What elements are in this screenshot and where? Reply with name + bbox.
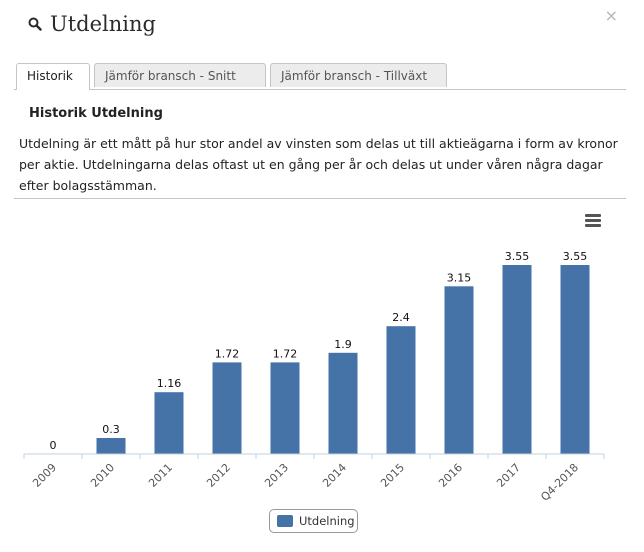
divider <box>14 198 626 199</box>
search-icon <box>28 17 42 31</box>
dialog-title-text: Utdelning <box>50 12 156 36</box>
data-label-2012: 1.72 <box>215 347 240 360</box>
section-description: Utdelning är ett mått på hur stor andel … <box>19 136 618 193</box>
bar-2017 <box>502 265 532 454</box>
legend-item-utdelning[interactable]: Utdelning <box>269 509 358 533</box>
bar-2015 <box>386 326 416 454</box>
close-icon[interactable]: × <box>604 6 618 25</box>
x-tick-label-2009: 2009 <box>30 461 59 490</box>
data-label-2017: 3.55 <box>505 250 530 263</box>
dialog-title: Utdelning <box>28 12 156 36</box>
tab-jamfor-snitt[interactable]: Jämför bransch - Snitt <box>94 63 266 87</box>
x-tick-label-2013: 2013 <box>262 461 291 490</box>
bar-2012 <box>212 362 242 454</box>
bar-chart: 0 0.3 1.16 1.72 1.72 1.9 2.4 3.15 3.55 3.55 2009 2… <box>23 250 605 504</box>
data-label-2011: 1.16 <box>157 377 182 390</box>
bar-2011 <box>154 392 184 454</box>
x-tick-label-2010: 2010 <box>88 461 117 490</box>
tab-bar: Historik Jämför bransch - Snitt Jämför b… <box>14 63 626 90</box>
x-tick-label-2012: 2012 <box>204 461 233 490</box>
data-label-Q4-2018: 3.55 <box>563 250 588 263</box>
bar-2013 <box>270 362 300 454</box>
data-label-2015: 2.4 <box>392 311 410 324</box>
bar-2010 <box>96 438 126 454</box>
x-tick-label-2016: 2016 <box>436 461 465 490</box>
dialog-header: Utdelning × <box>0 0 644 60</box>
x-tick-label-2011: 2011 <box>146 461 175 490</box>
data-label-2010: 0.3 <box>102 423 120 436</box>
bar-Q4-2018 <box>560 265 590 454</box>
data-label-2014: 1.9 <box>334 338 352 351</box>
x-tick-label-2014: 2014 <box>320 461 349 490</box>
data-label-2016: 3.15 <box>447 271 472 284</box>
legend-swatch <box>277 515 293 527</box>
x-tick-label-2015: 2015 <box>378 461 407 490</box>
bar-2014 <box>328 352 358 454</box>
legend-label: Utdelning <box>299 514 355 528</box>
hamburger-menu-icon[interactable] <box>585 214 601 228</box>
bar-2016 <box>444 286 474 454</box>
section-title: Historik Utdelning <box>29 106 163 121</box>
tab-historik[interactable]: Historik <box>16 63 90 90</box>
x-tick-label-2017: 2017 <box>494 461 523 490</box>
data-label-2009: 0 <box>50 439 57 452</box>
tab-jamfor-tillvaxt[interactable]: Jämför bransch - Tillväxt <box>270 63 447 87</box>
x-tick-label-Q4-2018: Q4-2018 <box>538 461 581 504</box>
data-label-2013: 1.72 <box>273 347 298 360</box>
